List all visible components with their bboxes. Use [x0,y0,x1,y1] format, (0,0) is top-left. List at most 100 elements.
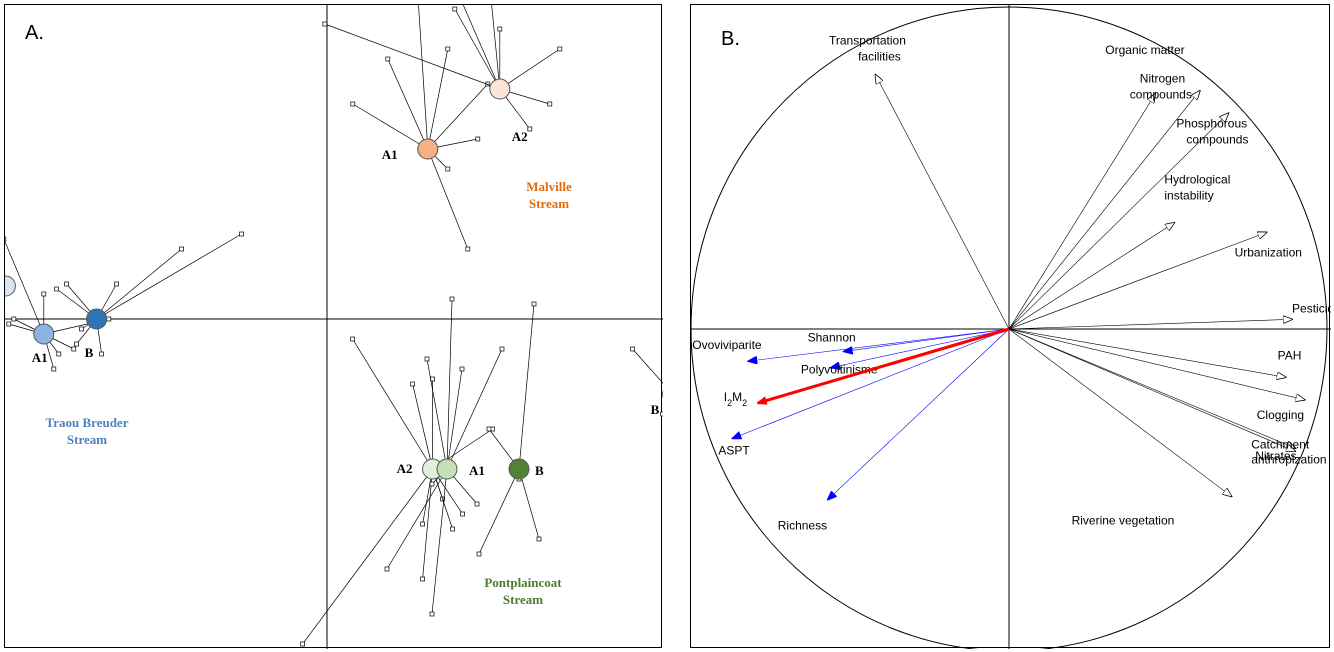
env-label: Transportation [829,34,906,48]
env-label: compounds [1186,132,1248,146]
spoke-line [426,358,448,470]
env-label: Nitrates [1255,449,1296,463]
env-label: compounds [1130,88,1192,102]
sample-point [527,126,533,132]
env-arrow [875,75,1010,330]
panel-label: A. [25,22,44,44]
metric-arrow [844,328,1010,352]
env-arrow [1008,328,1295,448]
site-label: B [85,345,94,360]
site-label: A2 [397,461,413,476]
index-label-part: 2 [727,398,732,408]
site-point [508,458,530,480]
env-arrow [1008,319,1292,330]
sample-point [420,576,425,582]
sample-point [71,346,77,352]
sample-point [106,316,112,322]
spoke-line [499,48,560,90]
env-label: Urbanization [1235,245,1302,259]
index-label-part: M [732,390,742,404]
stream-label: Malville [526,179,572,194]
site-label: A2 [512,129,528,144]
sample-point [424,356,430,362]
sample-point [557,46,563,52]
spoke-line [491,5,501,90]
spoke-line [454,8,501,90]
site-label: B [535,463,544,478]
index-arrow [758,327,1010,403]
metric-arrow [748,328,1010,361]
sample-point [79,326,84,332]
sample-point [460,511,465,517]
env-arrow [1008,113,1228,330]
stream-label: Stream [503,592,543,607]
site-point [489,78,511,100]
sample-point [547,101,553,107]
spoke-line [352,103,428,150]
spoke-line [422,468,433,580]
spoke-line [418,5,429,150]
sample-point [536,536,542,542]
sample-point [660,411,663,417]
spoke-line [96,233,242,320]
spoke-line [386,468,448,570]
sample-point [64,281,69,287]
sample-point [630,346,635,352]
env-label: instability [1164,189,1213,203]
spoke-line [427,148,469,250]
spoke-line [427,48,449,150]
env-arrow [1008,328,1305,400]
sample-point [350,101,356,107]
spoke-line [412,383,433,470]
sample-point [429,611,435,617]
panel-label: B. [721,28,740,50]
sample-point [531,301,537,307]
sample-point [445,46,451,52]
sample-point [5,236,7,242]
env-label: Pesticides [1292,301,1331,315]
sample-point [486,426,492,432]
sample-point [429,481,435,487]
env-arrow [1008,94,1155,330]
env-arrow [1008,223,1174,330]
spoke-line [518,468,540,540]
stream-label: Stream [529,196,569,211]
site-point [436,458,458,480]
env-label: facilities [858,50,901,64]
spoke-line [462,5,501,90]
spoke-line [446,348,503,470]
metric-arrow [828,328,1010,500]
panel-a: A. A2 A1 B Traou Breuder Stream A1 A2 Malville St… [4,4,663,649]
sample-point [300,641,305,647]
spoke-line [632,348,663,384]
sample-point [114,281,119,287]
sample-point [474,501,480,507]
sample-point [350,336,355,342]
metric-label: Ovoviviparite [692,338,762,352]
env-label: Catchment [1251,437,1310,451]
site-label: A1 [382,147,398,162]
panel-a-plot: A. A2 A1 B Traou Breuder Stream A1 A2 Malville St… [5,5,663,649]
sample-point [99,351,104,357]
sample-point [476,551,482,557]
sample-point [475,136,481,142]
env-arrow [1008,328,1295,451]
site-label: B [651,402,660,417]
spoke-line [427,83,489,150]
env-label: Phosphorous [1176,116,1247,130]
sample-point [385,56,391,62]
spoke-line [432,468,453,530]
spoke-line [96,248,182,320]
sample-point [420,521,425,527]
env-label: Hydrological [1164,173,1230,187]
stream-label: Stream [67,432,107,447]
sample-point [497,26,503,32]
sample-point [449,296,455,302]
metric-arrow [831,328,1010,368]
spoke-line [518,303,535,470]
stream-label: Traou Breuder [46,415,129,430]
sample-point [179,246,184,252]
sample-point [51,366,57,372]
metric-label: ASPT [718,443,750,457]
site-point [86,308,108,330]
